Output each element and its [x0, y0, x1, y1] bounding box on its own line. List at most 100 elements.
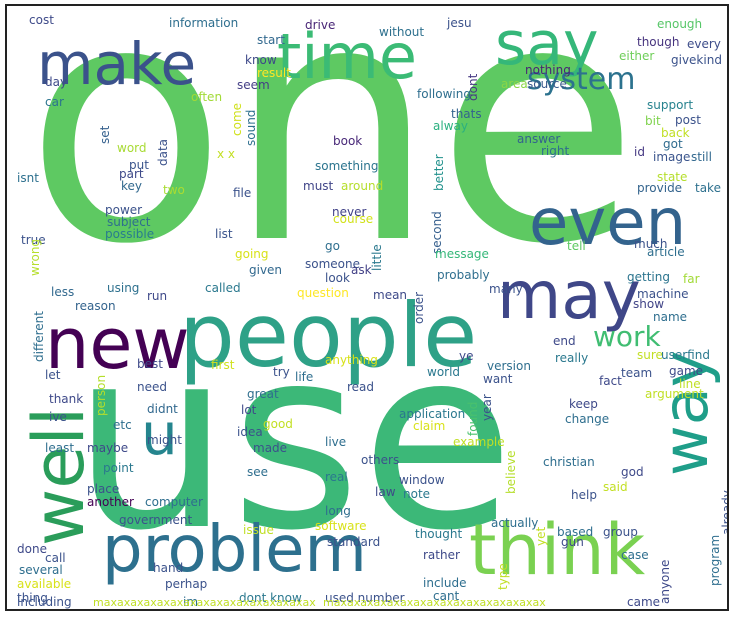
- word-though: though: [637, 35, 679, 49]
- word-claim: claim: [413, 419, 445, 433]
- word-car: car: [45, 95, 64, 109]
- word-never: never: [332, 205, 366, 219]
- word-machine: machine: [637, 287, 689, 301]
- word-provide: provide: [637, 181, 682, 195]
- word-several: several: [19, 563, 63, 577]
- word-much: much: [634, 237, 668, 251]
- word-person: person: [94, 375, 108, 416]
- word-even: even: [529, 186, 686, 260]
- word-change: change: [565, 412, 609, 426]
- word-came: came: [627, 595, 660, 609]
- word-must: must: [303, 179, 334, 193]
- word-book: book: [333, 134, 362, 148]
- word-already: already: [720, 490, 727, 535]
- word-ye: ye: [459, 349, 473, 363]
- word-anyone: anyone: [658, 560, 672, 604]
- word-got: got: [663, 137, 683, 151]
- word-program: program: [708, 535, 722, 586]
- word-max1: maxaxaxaxaxaxaxaxaxaxaxaxaxaxaxax: [93, 596, 316, 609]
- word-think: think: [469, 509, 646, 591]
- word-work: work: [593, 320, 662, 353]
- word-true: true: [21, 233, 46, 247]
- word-less: less: [51, 285, 74, 299]
- word-nothing: nothing: [525, 63, 571, 77]
- word-image: image: [653, 150, 690, 164]
- word-bit: bit: [645, 114, 661, 128]
- word-rather: rather: [423, 548, 460, 562]
- word-given: given: [249, 263, 282, 277]
- word-done: done: [17, 542, 47, 556]
- word-name: name: [653, 310, 687, 324]
- word-ive: ive: [49, 410, 67, 424]
- word-isnt: isnt: [17, 171, 39, 185]
- word-post: post: [675, 113, 701, 127]
- word-use: use: [72, 294, 515, 585]
- word-cost: cost: [29, 13, 54, 27]
- word-two: two: [163, 183, 185, 197]
- word-file: file: [233, 186, 251, 200]
- word-course: course: [333, 212, 373, 226]
- word-id: id: [634, 145, 645, 159]
- word-example: example: [453, 435, 505, 449]
- word-come: come: [230, 103, 244, 136]
- word-didnt: didnt: [147, 402, 178, 416]
- word-little: little: [370, 244, 384, 271]
- word-using: using: [107, 281, 139, 295]
- word-include: include: [423, 576, 466, 590]
- word-back: back: [661, 126, 690, 140]
- word-might: might: [147, 433, 182, 447]
- word-believe: believe: [504, 450, 518, 494]
- word-window: window: [399, 473, 445, 487]
- word-really: really: [555, 351, 588, 365]
- word-system: system: [527, 62, 635, 97]
- word-gun: gun: [561, 535, 584, 549]
- word-u: u: [141, 400, 178, 468]
- word-without: without: [379, 25, 424, 39]
- word-may: may: [497, 257, 641, 334]
- word-cant: cant: [433, 589, 460, 603]
- word-probably: probably: [437, 268, 490, 282]
- word-word: word: [117, 141, 147, 155]
- word-state: state: [657, 170, 687, 184]
- word-note: note: [403, 487, 430, 501]
- word-problem: problem: [102, 513, 367, 587]
- word-type: type: [496, 563, 510, 590]
- word-perhap: perhap: [165, 577, 207, 591]
- word-others: others: [361, 453, 399, 467]
- word-givekind: givekind: [671, 53, 722, 67]
- word-around: around: [341, 179, 383, 193]
- word-place: place: [87, 482, 119, 496]
- word-read: read: [347, 380, 374, 394]
- word-found: found: [466, 402, 480, 436]
- word-source: source: [527, 77, 567, 91]
- word-great: great: [247, 387, 279, 401]
- word-sure: sure: [637, 348, 663, 362]
- word-lot: lot: [241, 403, 257, 417]
- word-real: real: [325, 470, 348, 484]
- word-key: key: [121, 179, 142, 193]
- word-dont-know: dont know: [239, 591, 302, 605]
- word-message: message: [435, 247, 489, 261]
- word-line: line: [679, 377, 701, 391]
- word-start: start: [257, 33, 285, 47]
- word-law: law: [375, 485, 396, 499]
- word-called: called: [205, 281, 241, 295]
- word-best: best: [137, 357, 163, 371]
- word-anything: anything: [325, 353, 378, 367]
- word-part: part: [119, 167, 144, 181]
- word-result: result: [257, 66, 291, 80]
- word-going: going: [235, 247, 269, 261]
- word-list: list: [215, 227, 233, 241]
- wordcloud-frame: one use people problem think time say make even n…: [5, 4, 729, 611]
- word-christian: christian: [543, 455, 595, 469]
- word-set: set: [98, 125, 112, 144]
- word-right: right: [541, 144, 569, 158]
- word-team: team: [621, 366, 652, 380]
- word-version: version: [487, 359, 531, 373]
- word-help: help: [571, 488, 597, 502]
- word-better: better: [432, 154, 446, 191]
- word-computer: computer: [145, 495, 203, 509]
- word-alway: alway: [433, 119, 468, 133]
- word-look: look: [325, 271, 350, 285]
